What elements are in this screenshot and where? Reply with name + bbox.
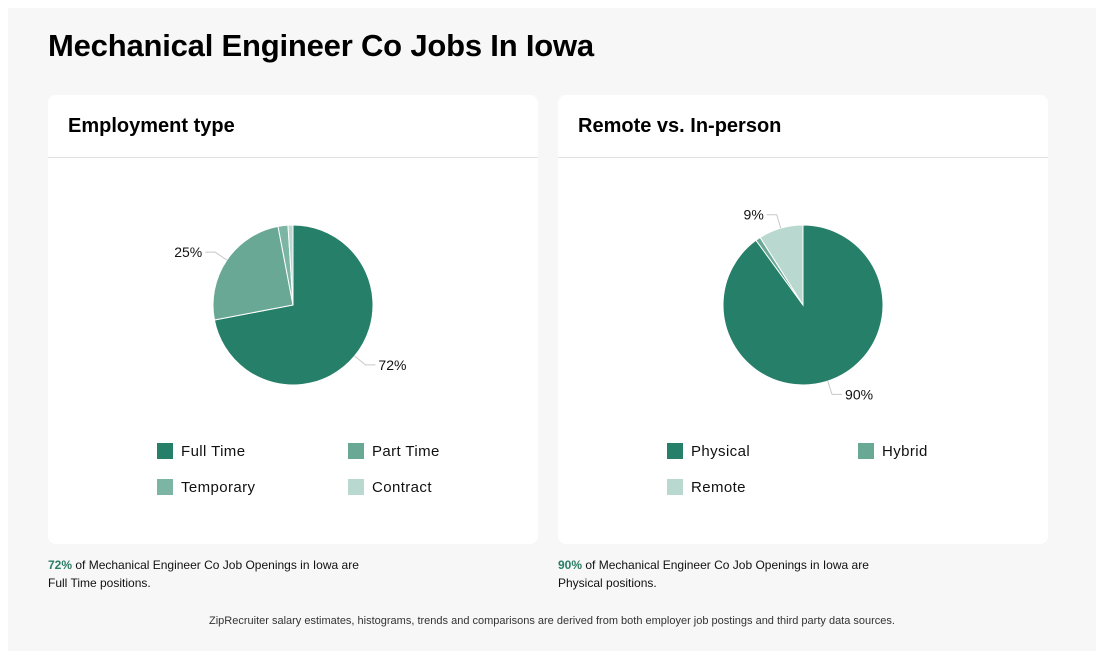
legend-label: Contract <box>372 478 432 496</box>
caption-percent: 90% <box>558 558 583 572</box>
remote-vs-in-person-card: Remote vs. In-person 90% 9% Physical Hybr… <box>558 95 1048 544</box>
caption-text: of Mechanical Engineer Co Job Openings i… <box>582 558 869 572</box>
chart-legend: Physical Hybrid Remote <box>667 441 1007 497</box>
data-label-remote: 9% <box>744 207 764 223</box>
label-leader-line <box>205 251 228 261</box>
legend-label: Remote <box>691 478 746 496</box>
legend-item-contract[interactable]: Contract <box>348 477 498 497</box>
legend-label: Physical <box>691 442 751 460</box>
data-source-footnote: ZipRecruiter salary estimates, histogram… <box>209 615 895 627</box>
legend-label: Part Time <box>372 442 440 460</box>
legend-item-physical[interactable]: Physical <box>667 441 858 461</box>
legend-swatch <box>348 443 364 459</box>
caption-percent: 72% <box>48 558 73 572</box>
caption-text: of Mechanical Engineer Co Job Openings i… <box>72 558 359 572</box>
card-title: Employment type <box>48 95 538 158</box>
pie-slice-remote[interactable] <box>759 224 804 307</box>
legend-item-remote[interactable]: Remote <box>667 477 858 497</box>
legend-swatch <box>157 479 173 495</box>
data-label-physical: 90% <box>845 386 873 402</box>
remote-vs-in-person-caption: 90% of Mechanical Engineer Co Job Openin… <box>558 556 898 592</box>
legend-label: Temporary <box>181 478 256 496</box>
card-title: Remote vs. In-person <box>558 95 1048 158</box>
data-label-full-time: 72% <box>378 357 406 373</box>
legend-swatch <box>667 443 683 459</box>
label-leader-line <box>827 380 843 395</box>
legend-item-part-time[interactable]: Part Time <box>348 441 498 461</box>
remote-vs-in-person-pie-chart: 90% 9% <box>722 207 884 402</box>
legend-label: Full Time <box>181 442 246 460</box>
legend-swatch <box>348 479 364 495</box>
legend-item-full-time[interactable]: Full Time <box>157 441 348 461</box>
employment-type-pie-chart: 72% 25% <box>174 224 406 386</box>
pie-slice-contract[interactable] <box>287 224 294 306</box>
caption-text: Full Time positions. <box>48 576 151 590</box>
pie-slice-full-time[interactable] <box>213 224 374 386</box>
pie-slice-part-time[interactable] <box>212 225 294 321</box>
page-title: Mechanical Engineer Co Jobs In Iowa <box>48 28 594 63</box>
employment-type-card: Employment type 72% 25% Full Time Part Ti… <box>48 95 538 544</box>
label-leader-line <box>766 214 782 229</box>
legend-item-hybrid[interactable]: Hybrid <box>858 441 1008 461</box>
employment-type-caption: 72% of Mechanical Engineer Co Job Openin… <box>48 556 388 592</box>
page-frame: Mechanical Engineer Co Jobs In Iowa Empl… <box>8 8 1096 651</box>
caption-text: Physical positions. <box>558 576 657 590</box>
data-label-part-time: 25% <box>174 244 202 260</box>
label-leader-line <box>354 355 376 366</box>
legend-label: Hybrid <box>882 442 928 460</box>
legend-swatch <box>157 443 173 459</box>
chart-legend: Full Time Part Time Temporary Contract <box>157 441 497 497</box>
legend-item-temporary[interactable]: Temporary <box>157 477 348 497</box>
legend-swatch <box>858 443 874 459</box>
legend-swatch <box>667 479 683 495</box>
